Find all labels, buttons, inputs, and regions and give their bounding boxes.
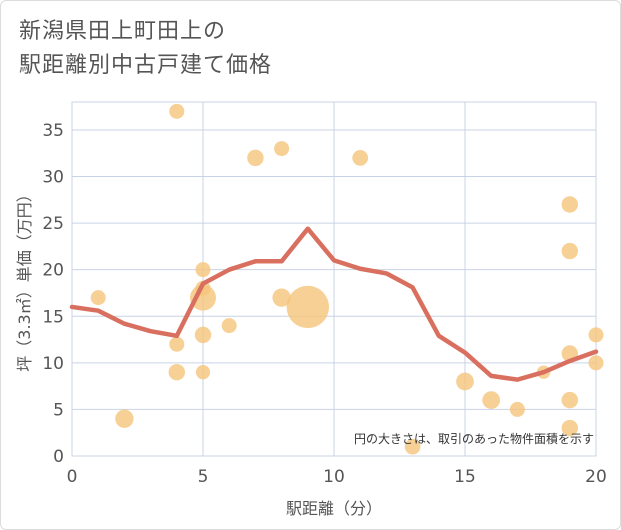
trend-line (69, 226, 599, 382)
y-tick-label: 5 (53, 400, 64, 420)
scatter-point (588, 327, 604, 343)
axis-ticks: 0 5 10 15 20 25 30 35 0 5 10 15 20 (42, 121, 606, 487)
grid-lines (71, 101, 597, 457)
scatter-point (272, 288, 291, 307)
scatter-point (561, 196, 579, 213)
y-tick-label: 20 (42, 261, 64, 281)
x-axis-label: 駅距離（分） (286, 499, 382, 518)
scatter-point (115, 409, 134, 428)
scatter-point (561, 419, 579, 437)
chart-title-line-2: 駅距離別中古戸建て価格 (19, 53, 273, 78)
scatter-point (194, 326, 212, 344)
y-axis-label: 坪（3.3㎡）単価（万円） (15, 186, 34, 371)
scatter-point (168, 363, 186, 381)
scatter-point (509, 401, 525, 417)
y-tick-label: 10 (42, 354, 64, 374)
scatter-point (286, 285, 330, 329)
scatter-point (561, 391, 579, 409)
scatter-point (456, 372, 474, 391)
scatter-point (404, 438, 421, 455)
scatter-point (169, 103, 185, 119)
scatter-point (561, 242, 579, 260)
y-tick-label: 0 (53, 447, 64, 467)
scatter-point (352, 150, 369, 166)
scatter-point (274, 141, 290, 157)
chart-title-line-1: 新潟県田上町田上の (19, 19, 227, 44)
trend-series (69, 226, 599, 382)
scatter-point (247, 149, 264, 167)
scatter-point (221, 318, 237, 334)
y-tick-label: 35 (42, 121, 64, 141)
chart-title: 新潟県田上町田上の 駅距離別中古戸建て価格 (19, 15, 272, 83)
y-tick-label: 30 (42, 168, 64, 188)
x-tick-label: 10 (323, 467, 345, 487)
scatter-point (90, 290, 106, 306)
y-tick-label: 15 (42, 307, 64, 327)
scatter-point (195, 262, 211, 278)
scatter-point (195, 365, 211, 380)
y-tick-label: 25 (42, 214, 64, 234)
scatter-point (588, 355, 604, 371)
scatter-point (169, 336, 185, 352)
scatter-point (190, 284, 216, 311)
x-tick-label: 15 (454, 467, 476, 487)
scatter-point (482, 391, 501, 409)
x-tick-label: 5 (198, 467, 209, 487)
scatter-series (90, 103, 604, 455)
size-note: 円の大きさは、取引のあった物件面積を示す (354, 431, 594, 446)
x-tick-label: 0 (67, 467, 78, 487)
x-tick-label: 20 (585, 467, 607, 487)
